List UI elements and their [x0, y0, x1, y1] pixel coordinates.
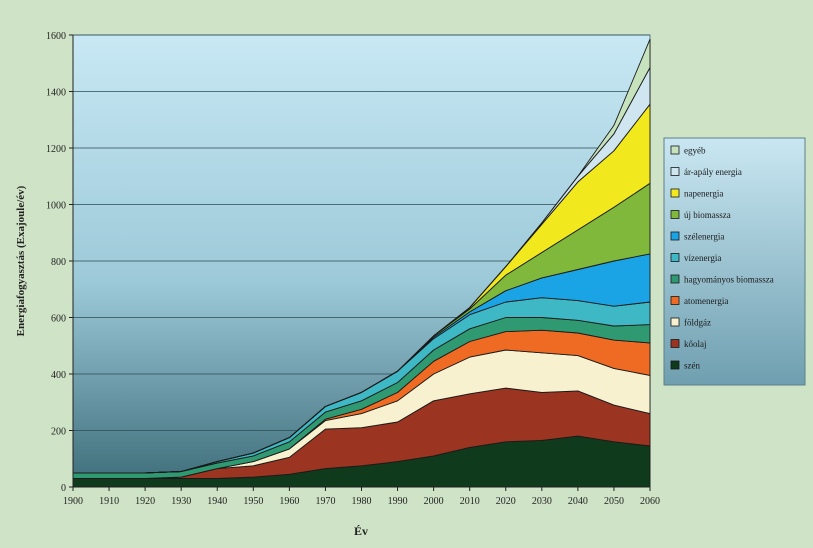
y-tick-label: 1400: [46, 88, 66, 99]
x-tick-label: 1940: [207, 496, 227, 507]
y-tick-label: 1200: [46, 144, 66, 155]
legend-label-koolaj: kőolaj: [684, 339, 707, 349]
legend-label-napenergia: napenergia: [684, 189, 723, 199]
legend-swatch-hagyomanyos-biomassza: [670, 274, 680, 284]
y-tick-label: 800: [51, 257, 66, 268]
area-egyeb: [72, 38, 651, 474]
y-tick-label: 400: [51, 370, 66, 381]
legend-swatch-foldgaz: [670, 317, 680, 327]
x-tick-label: 1980: [352, 496, 372, 507]
legend-label-uj-biomassza: új biomassza: [684, 210, 731, 220]
legend-swatch-atomenergia: [670, 296, 680, 305]
x-tick-label: 2040: [568, 496, 588, 507]
legend-swatch-vizenergia: [670, 253, 680, 262]
legend-swatch-napenergia: [670, 188, 680, 198]
legend-box: [663, 137, 806, 386]
x-tick-label: 2020: [496, 496, 516, 507]
x-tick-label: 1930: [171, 496, 191, 507]
x-tick-label: 1950: [243, 496, 263, 507]
x-tick-label: 2050: [604, 496, 624, 507]
y-axis-label: Energiafogyasztás (Exajoule/év): [15, 185, 27, 336]
legend-swatch-egyeb: [670, 145, 680, 155]
legend-swatch-szen: [670, 360, 680, 370]
y-tick-label: 200: [51, 427, 66, 438]
x-tick-label: 1970: [315, 496, 335, 507]
legend-label-foldgaz: földgáz: [684, 318, 711, 328]
x-tick-label: 2010: [460, 496, 480, 507]
y-tick-label: 1000: [46, 201, 66, 212]
y-tick-label: 1600: [46, 31, 66, 42]
legend-swatch-uj-biomassza: [670, 210, 680, 219]
legend-swatch-ar-apaly-energia: [670, 167, 680, 176]
y-tick-label: 600: [51, 314, 66, 325]
x-tick-label: 2000: [424, 496, 444, 507]
legend-label-hagyomanyos-biomassza: hagyományos biomassza: [684, 275, 774, 285]
legend-label-szelenergia: szélenergia: [684, 232, 724, 242]
legend-swatch-koolaj: [670, 339, 680, 348]
legend-label-egyeb: egyéb: [684, 146, 706, 156]
y-tick-label: 0: [61, 483, 66, 494]
y-tick-labels: 0 200 400 600 800 1000 1200 1400 1600: [46, 31, 73, 494]
x-tick-labels: 1900 1910 1920 1930 1940 1950 1960 1970 1980 1990…: [63, 487, 660, 507]
x-tick-label: 1990: [388, 496, 408, 507]
x-tick-label: 2060: [640, 496, 660, 507]
legend-label-ar-apaly-energia: ár-apály energia: [684, 167, 742, 177]
x-tick-label: 1910: [99, 496, 119, 507]
legend: egyéb ár-apály energia napenergia új biomas…: [663, 137, 806, 386]
area-series: [72, 38, 651, 488]
x-tick-label: 2030: [532, 496, 552, 507]
legend-label-szen: szén: [684, 361, 700, 371]
legend-label-vizenergia: vízenergia: [684, 253, 721, 263]
legend-swatch-szelenergia: [670, 231, 680, 241]
x-tick-label: 1900: [63, 496, 83, 507]
x-tick-label: 1960: [279, 496, 299, 507]
legend-entries: egyéb ár-apály energia napenergia új biomas…: [670, 145, 774, 371]
x-tick-label: 1920: [135, 496, 155, 507]
x-axis-label: Év: [354, 524, 368, 538]
legend-label-atomenergia: atomenergia: [684, 296, 728, 306]
